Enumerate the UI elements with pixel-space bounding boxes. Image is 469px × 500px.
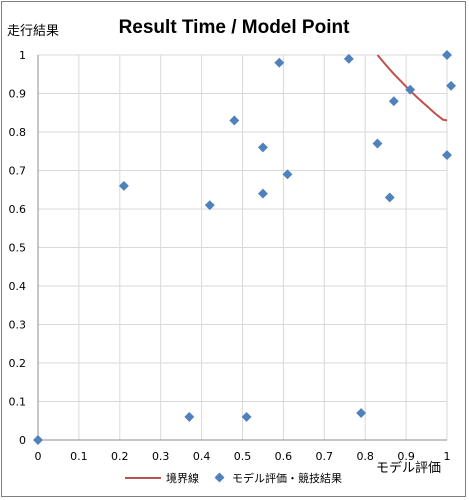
data-point <box>33 435 43 445</box>
x-tick-label: 0.2 <box>111 450 129 463</box>
legend-label-points: モデル評価・競技結果 <box>232 471 342 485</box>
x-tick-label: 0.6 <box>275 450 293 463</box>
data-point <box>388 96 399 107</box>
boundary-line <box>376 54 448 122</box>
data-point <box>184 411 195 422</box>
data-point <box>384 192 395 203</box>
y-tick-label: 0.9 <box>9 88 27 101</box>
y-tick-label: 0.5 <box>9 242 27 255</box>
x-tick-label: 0.3 <box>152 450 170 463</box>
y-axis-label: 走行結果 <box>7 24 59 39</box>
y-tick-label: 1 <box>19 49 26 62</box>
x-axis-label: モデル評価 <box>376 460 441 476</box>
data-point <box>446 80 457 91</box>
data-point <box>241 411 252 422</box>
y-tick-label: 0.7 <box>9 165 27 178</box>
data-point <box>258 188 268 199</box>
y-tick-label: 0.3 <box>9 319 27 332</box>
y-tick-label: 0.6 <box>9 203 27 216</box>
y-tick-label: 0.1 <box>9 396 27 409</box>
y-tick-label: 0.2 <box>9 357 27 370</box>
data-point <box>258 142 268 153</box>
data-point <box>356 408 367 418</box>
data-point <box>282 169 293 180</box>
x-tick-label: 0.8 <box>356 450 374 463</box>
x-tick-label: 0 <box>35 450 42 463</box>
legend-marker-swatch <box>214 472 225 483</box>
legend: 境界線 モデル評価・競技結果 <box>125 471 342 485</box>
x-tick-label: 0.4 <box>193 450 211 463</box>
x-tick-label: 0.5 <box>234 450 252 463</box>
y-tick-label: 0 <box>19 434 26 447</box>
data-point <box>204 200 215 211</box>
x-tick-label: 0.9 <box>397 450 415 463</box>
x-tick-label: 0.1 <box>70 450 88 463</box>
y-tick-label: 0.8 <box>9 126 27 139</box>
tick-labels: 0 0.1 0.2 0.3 0.4 0.5 0.6 0.7 0.8 0.9 1 0 0.1 0.2 0.3 0… <box>9 49 451 463</box>
data-point <box>442 150 452 161</box>
x-tick-label: 1 <box>444 450 451 463</box>
plot-area <box>33 50 457 445</box>
y-tick-label: 0.4 <box>9 280 27 293</box>
data-point <box>274 57 285 68</box>
legend-label-boundary: 境界線 <box>166 471 199 485</box>
grid <box>37 54 448 441</box>
data-point <box>372 138 383 149</box>
x-tick-label: 0.7 <box>316 450 334 463</box>
data-point <box>442 50 452 60</box>
data-point <box>229 115 240 126</box>
chart-title: Result Time / Model Point <box>119 17 351 38</box>
data-point <box>118 180 129 191</box>
